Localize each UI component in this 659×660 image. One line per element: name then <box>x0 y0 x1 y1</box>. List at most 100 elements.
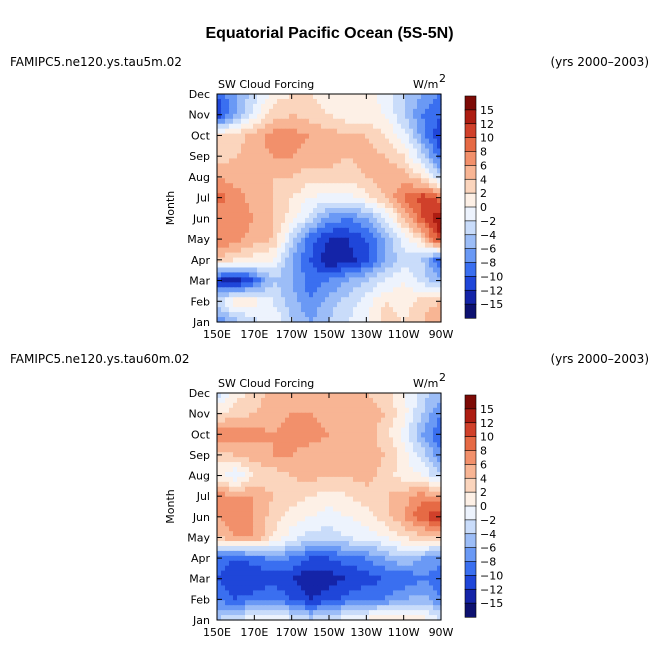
heat-cell <box>321 590 326 596</box>
heat-cell <box>401 262 406 269</box>
colorbar-label: 2 <box>480 187 487 200</box>
heat-cell <box>397 143 402 150</box>
heat-cell <box>401 212 406 219</box>
heat-cell <box>393 227 398 234</box>
heat-cell <box>249 237 254 244</box>
heat-cell <box>365 442 370 448</box>
heat-cell <box>293 267 298 274</box>
heat-cell <box>321 183 326 189</box>
heat-cell <box>245 471 250 478</box>
heat-cell <box>437 247 442 254</box>
heat-cell <box>353 242 358 249</box>
colorbar-swatch <box>464 95 477 111</box>
heat-cell <box>409 227 414 234</box>
heat-cell <box>245 565 250 572</box>
heat-cell <box>361 208 366 214</box>
heat-cell <box>237 178 242 184</box>
heat-cell <box>313 242 318 249</box>
heat-cell <box>301 138 306 145</box>
heat-cell <box>345 252 350 259</box>
heat-cell <box>437 501 442 508</box>
heat-cell <box>297 312 302 318</box>
heat-cell <box>325 496 330 503</box>
heat-cell <box>401 272 406 278</box>
heat-cell <box>353 208 358 214</box>
heat-cell <box>389 437 394 443</box>
heat-cell <box>321 242 326 249</box>
heat-cell <box>361 521 366 527</box>
heat-cell <box>249 252 254 259</box>
heat-cell <box>413 471 418 478</box>
heat-cell <box>317 422 322 429</box>
heat-cell <box>273 183 278 189</box>
heat-cell <box>225 476 230 483</box>
heat-cell <box>417 565 422 572</box>
heat-cell <box>293 217 298 224</box>
heat-cell <box>405 138 410 145</box>
heat-cell <box>389 506 394 513</box>
heat-cell <box>409 237 414 244</box>
heat-cell <box>297 442 302 448</box>
heat-cell <box>249 168 254 174</box>
heat-cell <box>421 496 426 503</box>
heat-cell <box>237 417 242 424</box>
heat-cell <box>321 103 326 110</box>
heat-cell <box>409 565 414 572</box>
heat-cell <box>305 467 310 473</box>
heat-cell <box>425 565 430 572</box>
heat-cell <box>433 501 438 508</box>
heat-cell <box>261 227 266 234</box>
heat-cell <box>413 232 418 239</box>
heat-cell <box>249 148 254 155</box>
heat-cell <box>233 447 238 453</box>
heat-cell <box>217 252 222 259</box>
heat-cell <box>229 133 234 140</box>
heat-cell <box>421 550 426 557</box>
heat-cell <box>317 545 322 552</box>
heat-cell <box>329 138 334 145</box>
heat-cell <box>349 402 354 409</box>
heat-cell <box>381 257 386 264</box>
heat-cell <box>233 198 238 204</box>
heat-cell <box>249 153 254 160</box>
heat-cell <box>413 496 418 503</box>
heat-cell <box>293 471 298 478</box>
heat-cell <box>349 407 354 414</box>
heat-cell <box>333 447 338 453</box>
heat-cell <box>333 506 338 513</box>
heat-cell <box>381 516 386 522</box>
heat-cell <box>329 531 334 537</box>
heat-cell <box>389 237 394 244</box>
heat-cell <box>373 407 378 414</box>
heat-cell <box>369 496 374 503</box>
heat-cell <box>345 277 350 283</box>
heat-cell <box>329 560 334 567</box>
heat-cell <box>365 407 370 414</box>
heat-cell <box>361 432 366 439</box>
heat-cell <box>349 526 354 532</box>
heat-cell <box>321 516 326 522</box>
heat-cell <box>265 570 270 577</box>
heat-cell <box>225 511 230 517</box>
heat-cell <box>245 545 250 552</box>
heat-cell <box>253 168 258 174</box>
heat-cell <box>273 173 278 179</box>
heat-cell <box>253 590 258 596</box>
heat-cell <box>233 476 238 483</box>
heat-cell <box>357 153 362 160</box>
heat-cell <box>245 407 250 414</box>
heat-cell <box>341 148 346 155</box>
heat-cell <box>397 257 402 264</box>
heat-cell <box>413 242 418 249</box>
heat-cell <box>413 570 418 577</box>
heat-cell <box>321 471 326 478</box>
heat-cell <box>425 526 430 532</box>
heat-cell <box>433 232 438 239</box>
heat-cell <box>357 252 362 259</box>
heat-cell <box>353 427 358 434</box>
heat-cell <box>245 252 250 259</box>
heat-cell <box>241 158 246 164</box>
heat-cell <box>297 317 302 323</box>
heat-cell <box>265 467 270 473</box>
heat-cell <box>401 252 406 259</box>
